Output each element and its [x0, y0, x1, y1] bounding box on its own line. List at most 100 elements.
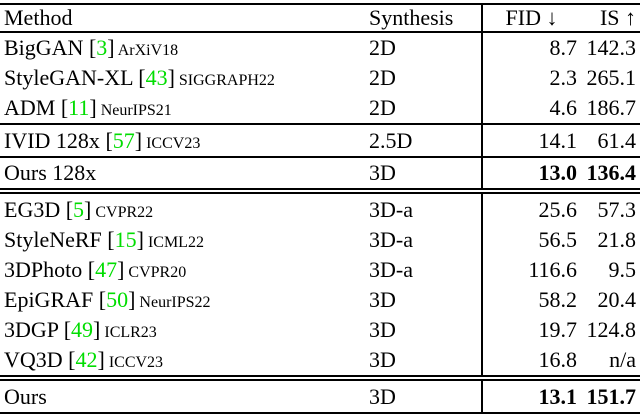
is-value-cell: 124.8: [586, 316, 637, 342]
fid-value-cell: 8.7: [481, 32, 580, 64]
column-header-fid: FID ↓: [481, 4, 580, 32]
method-name: BigGAN: [4, 35, 84, 61]
venue-label: ICCV23: [104, 354, 164, 372]
synthesis-cell: 3D: [369, 316, 396, 342]
method-cell: ADM [11] NeurIPS21: [0, 93, 368, 124]
synthesis-cell: 3D: [369, 347, 396, 373]
citation-link[interactable]: [43]: [132, 65, 175, 91]
table-row: EG3D [5] CVPR22 3D-a 25.6 57.3: [0, 191, 640, 225]
is-value-cell: 186.7: [586, 95, 637, 121]
method-name: Ours 128x: [4, 159, 97, 185]
method-cell: StyleGAN-XL [43] SIGGRAPH22: [0, 63, 368, 93]
table-row: VQ3D [42] ICCV23 3D 16.8 n/a: [0, 344, 640, 379]
venue-label: ICCV23: [142, 134, 201, 152]
method-cell: 3DPhoto [47] CVPR20: [0, 255, 368, 285]
citation-number[interactable]: 42: [75, 347, 98, 373]
fid-value-cell: 13.1: [481, 378, 580, 413]
is-value-cell: 9.5: [608, 256, 637, 282]
table-row: ADM [11] NeurIPS21 2D 4.6 186.7: [0, 93, 640, 125]
venue-label: NeurIPS22: [135, 293, 211, 311]
table-row: Ours 3D 13.1 151.7: [0, 378, 640, 413]
synthesis-cell: 2D: [369, 35, 396, 61]
citation-link[interactable]: [42]: [62, 347, 105, 373]
method-name: ADM: [4, 95, 56, 121]
venue-label: CVPR22: [91, 203, 154, 221]
citation-number[interactable]: 5: [73, 196, 85, 222]
citation-link[interactable]: [47]: [82, 256, 125, 282]
fid-value-cell: 13.0: [481, 156, 580, 192]
citation-link[interactable]: [5]: [60, 196, 92, 222]
method-cell: Ours 128x: [0, 157, 368, 192]
citation-number[interactable]: 50: [106, 286, 129, 312]
method-name: VQ3D: [4, 347, 63, 373]
fid-value-cell: 25.6: [481, 191, 580, 225]
is-value-cell: 61.4: [597, 127, 637, 153]
citation-link[interactable]: [49]: [58, 316, 101, 342]
table-row: StyleNeRF [15] ICML22 3D-a 56.5 21.8: [0, 224, 640, 255]
is-value-cell: 142.3: [586, 35, 637, 61]
up-arrow-icon: ↑: [625, 5, 636, 30]
is-value-cell: n/a: [609, 347, 636, 373]
citation-number[interactable]: 3: [96, 35, 108, 61]
is-value-cell: 20.4: [597, 286, 637, 312]
column-header-synthesis: Synthesis: [369, 5, 454, 30]
method-cell: IVID 128x [57] ICCV23: [0, 124, 368, 156]
citation-number[interactable]: 57: [112, 127, 135, 153]
is-value-cell: 136.4: [586, 159, 637, 185]
down-arrow-icon: ↓: [546, 5, 558, 30]
table-row: Ours 128x 3D 13.0 136.4: [0, 156, 640, 192]
citation-link[interactable]: [3]: [83, 35, 115, 61]
table-row: EpiGRAF [50] NeurIPS22 3D 58.2 20.4: [0, 284, 640, 315]
fid-value-cell: 116.6: [481, 254, 580, 285]
method-name: IVID 128x: [4, 127, 100, 153]
results-table-body: BigGAN [3] ArXiV18 2D 8.7 142.3 StyleGAN-XL …: [0, 32, 640, 413]
method-cell: 3DGP [49] ICLR23: [0, 315, 368, 345]
citation-number[interactable]: 11: [68, 95, 90, 121]
method-cell: VQ3D [42] ICCV23: [0, 345, 368, 378]
method-name: EpiGRAF: [4, 286, 94, 312]
venue-label: CVPR20: [124, 263, 187, 281]
venue-label: ArXiV18: [114, 42, 179, 60]
citation-number[interactable]: 15: [114, 226, 137, 252]
synthesis-cell: 2.5D: [369, 127, 413, 153]
is-value-cell: 57.3: [597, 196, 637, 222]
results-table: Method Synthesis FID ↓ IS ↑ BigGAN [3] A…: [0, 3, 640, 414]
method-cell: StyleNeRF [15] ICML22: [0, 225, 368, 255]
column-header-is: IS ↑: [580, 4, 640, 32]
synthesis-cell: 3D-a: [369, 196, 413, 222]
synthesis-cell: 2D: [369, 95, 396, 121]
fid-label: FID: [505, 5, 541, 30]
method-name: StyleNeRF: [4, 226, 102, 252]
fid-value-cell: 58.2: [481, 284, 580, 315]
table-row: 3DPhoto [47] CVPR20 3D-a 116.6 9.5: [0, 254, 640, 285]
citation-link[interactable]: [15]: [101, 226, 144, 252]
synthesis-cell: 3D: [369, 159, 396, 185]
fid-value-cell: 14.1: [481, 124, 580, 157]
method-name: 3DPhoto: [4, 256, 83, 282]
citation-link[interactable]: [57]: [99, 127, 143, 153]
venue-label: ICML22: [143, 233, 204, 251]
citation-link[interactable]: [50]: [93, 286, 136, 312]
method-name: EG3D: [4, 196, 61, 222]
fid-value-cell: 56.5: [481, 224, 580, 255]
citation-number[interactable]: 49: [71, 316, 94, 342]
venue-label: ICLR23: [100, 323, 157, 341]
method-cell: Ours: [0, 378, 368, 413]
venue-label: SIGGRAPH22: [174, 72, 275, 90]
fid-value-cell: 16.8: [481, 344, 580, 379]
citation-number[interactable]: 47: [95, 256, 118, 282]
table-row: 3DGP [49] ICLR23 3D 19.7 124.8: [0, 314, 640, 345]
method-cell: EpiGRAF [50] NeurIPS22: [0, 285, 368, 315]
synthesis-cell: 2D: [369, 65, 396, 91]
method-name: StyleGAN-XL: [4, 65, 133, 91]
synthesis-cell: 3D-a: [369, 256, 413, 282]
fid-value-cell: 19.7: [481, 314, 580, 345]
method-name: 3DGP: [4, 316, 59, 342]
is-value-cell: 151.7: [586, 383, 637, 409]
citation-number[interactable]: 43: [145, 65, 168, 91]
citation-link[interactable]: [11]: [55, 95, 97, 121]
is-value-cell: 21.8: [597, 226, 637, 252]
table-row: StyleGAN-XL [43] SIGGRAPH22 2D 2.3 265.1: [0, 63, 640, 94]
synthesis-cell: 3D-a: [369, 226, 413, 252]
venue-label: NeurIPS21: [96, 102, 172, 120]
